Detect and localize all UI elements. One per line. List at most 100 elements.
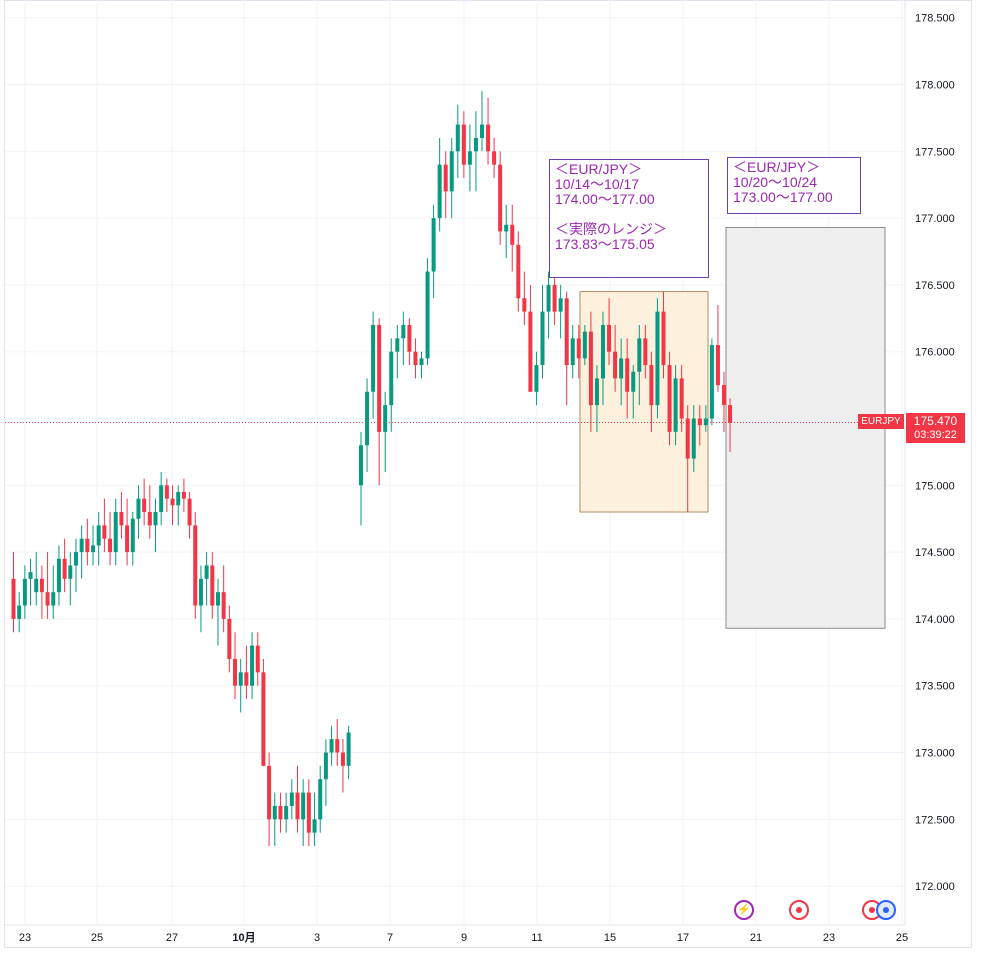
x-tick-label: 10月 [232,931,255,944]
candle-body-down [697,418,702,426]
candle-body-up [449,151,454,192]
globe-event-dot [883,907,889,913]
event-marker-dot [796,907,802,913]
candle-body-up [323,752,328,780]
candle-body-up [79,538,84,553]
candle-body-up [73,552,78,566]
event-marker-dot-2 [869,907,875,913]
x-tick-label: 21 [750,932,762,944]
candle-body-down [147,512,152,526]
candle-body-down [62,558,67,579]
candle-body-up [96,525,101,546]
candle-body-down [85,538,90,553]
x-tick-label: 15 [604,932,616,944]
candle-body-down [221,592,226,619]
candle-body-down [607,324,612,352]
candle-body-down [193,525,198,606]
candle-body-up [272,805,277,820]
candle-body-up [631,371,636,392]
y-tick-label: 176.000 [915,347,955,359]
candle-body-down [588,331,593,406]
candle-body-up [215,592,220,606]
candle-body-up [284,805,289,820]
candle-body-up [389,351,394,406]
y-tick-label: 177.500 [915,146,955,158]
y-tick-label: 177.000 [915,213,955,225]
candle-body-down [267,765,272,820]
candle-body-down [142,498,147,513]
candle-body-up [601,324,605,379]
candle-body-down [187,498,192,526]
candle-body-up [250,645,255,686]
candle-body-up [401,324,406,339]
candle-body-up [480,124,484,138]
candle-body-down [244,672,249,686]
candle-body-down [11,578,16,619]
candle-body-down [119,512,124,526]
candle-body-down [181,491,186,499]
candle-body-down [661,311,666,366]
y-tick-label: 174.500 [915,547,955,559]
candle-body-down [377,324,382,432]
y-tick-label: 175.000 [915,480,955,492]
candle-body-down [522,298,527,312]
x-tick-label: 27 [166,932,178,944]
candle-body-up [467,151,472,165]
candle-body-up [534,365,539,392]
y-tick-label: 176.500 [915,280,955,292]
y-tick-label: 172.500 [915,814,955,826]
x-tick-label: 7 [387,932,393,944]
candle-body-up [455,124,460,152]
candle-body-down [643,338,648,366]
annotation-week1-line2: 10/14〜10/17 [555,176,640,192]
candle-body-up [289,792,294,806]
candle-body-up [419,358,424,366]
candle-body-up [301,792,306,820]
candle-body-down [461,124,466,165]
annotation-week1-line5: ＜実際のレンジ＞ [555,221,667,237]
annotation-week1[interactable]: ＜EUR/JPY＞ 10/14〜10/17 174.00〜177.00 ＜実際の… [549,159,709,278]
candle-body-up [198,578,203,606]
event-marker-icon[interactable] [789,900,809,920]
candle-body-up [28,572,33,579]
candle-body-up [425,271,430,359]
x-tick-label: 25 [91,932,103,944]
candle-body-up [22,578,27,606]
candle-body-down [613,351,618,379]
candle-body-down [102,525,107,539]
last-price-tag: 175.470 03:39:22 [906,413,965,443]
candle-body-down [164,485,169,499]
last-price-value: 175.470 [913,414,958,428]
candle-body-down [340,752,345,766]
candle-body-down [407,324,412,352]
candle-body-up [68,565,73,579]
candle-body-down [728,405,733,423]
flash-event-icon[interactable]: ⚡ [734,900,754,920]
candle-body-up [318,779,323,820]
candle-body-down [715,345,720,386]
x-tick-label: 25 [896,932,908,944]
x-tick-label: 3 [314,932,320,944]
candle-body-down [125,525,130,553]
candle-body-up [582,331,587,359]
candle-body-up [371,324,376,392]
actual-range-box [579,291,709,513]
annotation-week2-line1: ＜EUR/JPY＞ [733,159,821,175]
annotation-week2-line3: 173.00〜177.00 [733,189,833,205]
candle-body-down [210,565,215,606]
y-tick-label: 173.500 [915,681,955,693]
x-tick-label: 9 [461,932,467,944]
annotation-week2[interactable]: ＜EUR/JPY＞ 10/20〜10/24 173.00〜177.00 [727,157,861,214]
candle-body-up [558,298,563,312]
candle-body-down [255,645,260,673]
candle-body-down [170,498,175,506]
candle-body-up [395,338,400,352]
globe-event-icon[interactable] [876,900,896,920]
candle-body-up [703,418,708,426]
candle-body-down [227,618,232,659]
candle-body-up [91,545,96,553]
candle-body-down [39,578,44,593]
candle-body-up [709,345,714,419]
y-tick-label: 173.000 [915,748,955,760]
